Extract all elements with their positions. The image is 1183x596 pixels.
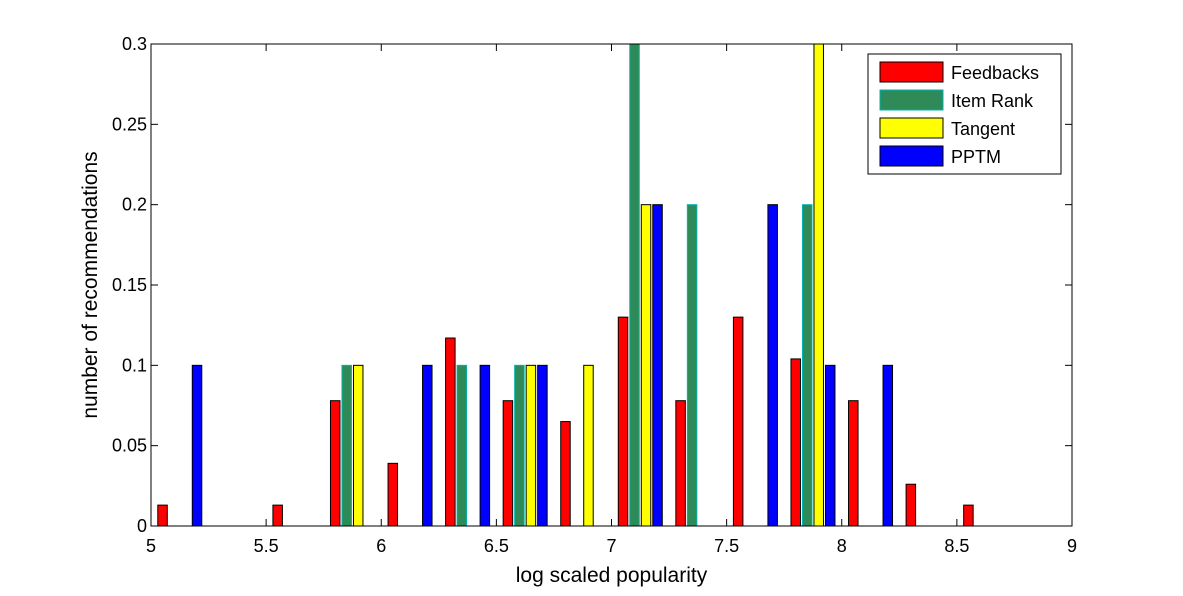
x-tick-label: 7.5	[714, 536, 739, 556]
bar-tangent-11	[813, 43, 824, 527]
bar-pptm-8	[652, 204, 663, 527]
legend-label-item-rank: Item Rank	[951, 91, 1034, 111]
bar-pptm-11	[824, 364, 836, 527]
bar-feedbacks-9	[675, 400, 686, 527]
x-tick-label: 8	[837, 536, 847, 556]
x-tick-label: 9	[1067, 536, 1077, 556]
x-tick-label: 6	[376, 536, 386, 556]
x-tick-label: 5	[146, 536, 156, 556]
y-tick-label: 0.05	[112, 436, 147, 456]
bar-feedbacks-12	[848, 400, 859, 527]
legend: Feedbacks Item Rank Tangent PPTM	[867, 53, 1062, 175]
bar-feedbacks-14	[963, 504, 974, 527]
legend-label-tangent: Tangent	[951, 119, 1015, 139]
bar-pptm-4	[422, 364, 433, 527]
bar-pptm-6	[537, 364, 548, 527]
bar-feedbacks-3	[329, 400, 341, 527]
y-tick-label: 0.3	[122, 34, 147, 54]
bar-feedbacks-5	[445, 337, 456, 527]
bar-feedbacks-6	[502, 400, 514, 527]
bar-item-rank-3	[341, 364, 352, 527]
bar-item-rank-9	[686, 204, 698, 527]
x-tick-label: 5.5	[254, 536, 279, 556]
bar-pptm-5	[479, 364, 491, 527]
x-tick-label: 6.5	[484, 536, 509, 556]
x-tick-label: 7	[606, 536, 616, 556]
y-axis-label: number of recommendations	[79, 151, 102, 418]
bar-tangent-7	[583, 364, 594, 527]
bar-pptm-10	[767, 204, 778, 527]
legend-swatch-tangent	[879, 117, 944, 139]
legend-label-pptm: PPTM	[951, 147, 1001, 167]
bar-tangent-3	[352, 364, 364, 527]
legend-swatch-pptm	[879, 145, 944, 167]
axes-layer: 5 5.5 6 6.5 7 7.5 8 8.5 9 0 0.05 0.1 0.15 0.2 0.25 0.3	[112, 34, 1077, 556]
bar-item-rank-6	[514, 364, 525, 527]
legend-label-feedbacks: Feedbacks	[951, 63, 1039, 83]
bar-feedbacks-13	[905, 483, 917, 527]
bar-pptm-0	[191, 364, 203, 527]
bar-feedbacks-8	[617, 316, 629, 527]
y-tick-label: 0.2	[122, 195, 147, 215]
y-tick-label: 0.15	[112, 275, 147, 295]
y-tick-label: 0.25	[112, 114, 147, 134]
bars-layer	[157, 43, 974, 527]
bar-feedbacks-4	[387, 462, 399, 527]
bar-pptm-12	[882, 364, 894, 527]
bar-tangent-6	[525, 364, 537, 527]
x-tick-label: 8.5	[944, 536, 969, 556]
x-axis-label: log scaled popularity	[516, 564, 708, 587]
bar-feedbacks-7	[560, 421, 571, 527]
y-tick-label: 0.1	[122, 355, 147, 375]
bar-feedbacks-2	[272, 504, 283, 527]
legend-swatch-item-rank	[879, 89, 944, 111]
bar-tangent-8	[640, 204, 652, 527]
bar-feedbacks-0	[157, 504, 168, 527]
bar-item-rank-8	[629, 43, 640, 527]
y-tick-label: 0	[137, 516, 147, 536]
bar-feedbacks-11	[790, 358, 801, 527]
legend-swatch-feedbacks	[879, 61, 944, 83]
bar-feedbacks-10	[732, 316, 744, 527]
bar-item-rank-11	[801, 204, 813, 527]
bar-item-rank-5	[456, 364, 468, 527]
